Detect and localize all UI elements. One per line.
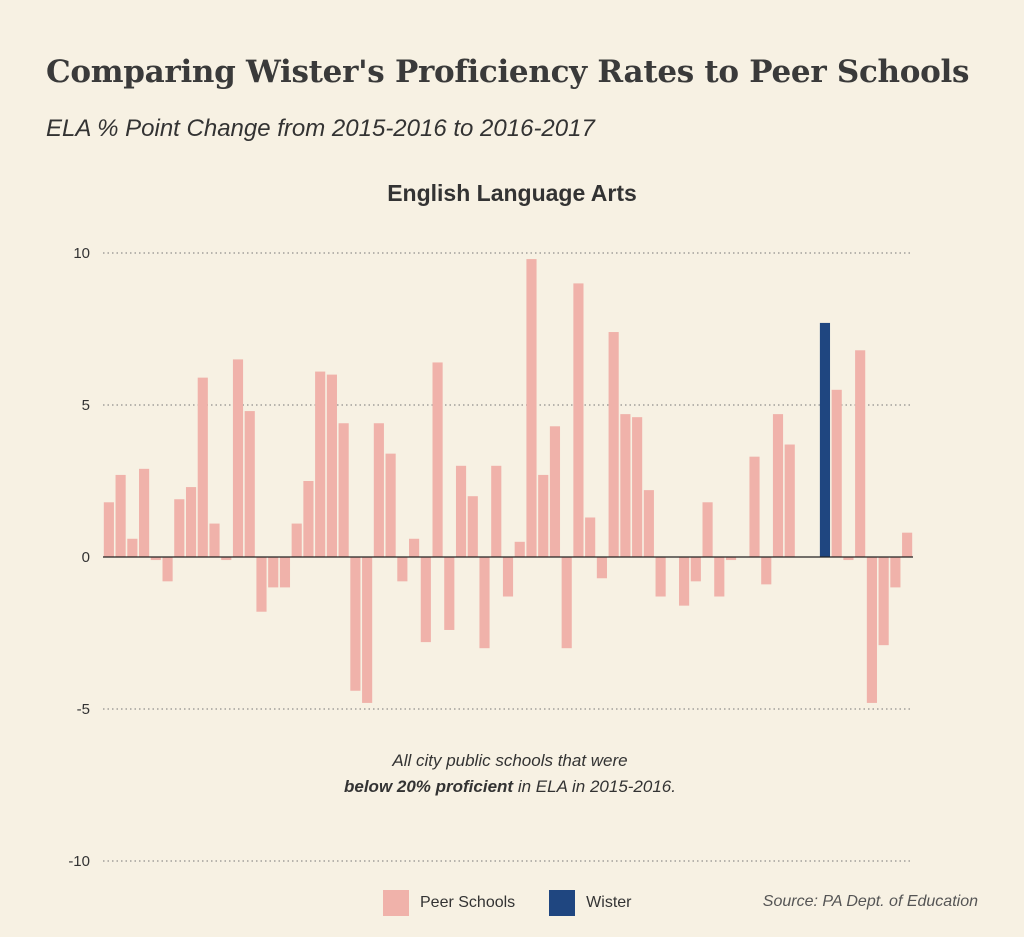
- legend-swatch-wister: [549, 890, 576, 916]
- legend-label-wister: Wister: [586, 894, 632, 911]
- bar-peer-school: [772, 414, 784, 557]
- bar-peer-school: [714, 557, 725, 597]
- bar-peer-school: [420, 557, 431, 643]
- bar-peer-school: [526, 259, 537, 557]
- bars: [103, 259, 913, 703]
- bar-peer-school: [549, 426, 561, 557]
- source-credit: Source: PA Dept. of Education: [762, 893, 978, 910]
- bar-peer-school: [185, 487, 197, 557]
- bar-peer-school: [338, 423, 349, 557]
- bar-peer-school: [784, 444, 795, 557]
- bar-peer-school: [843, 557, 854, 561]
- bar-peer-school: [385, 453, 396, 557]
- bar-peer-school: [596, 557, 607, 579]
- y-tick-label: 0: [82, 549, 90, 566]
- chart-title: English Language Arts: [387, 180, 637, 206]
- bar-peer-school: [690, 557, 701, 582]
- bar-peer-school: [409, 538, 420, 557]
- bar-peer-school: [444, 557, 455, 630]
- bar-wister: [819, 322, 831, 557]
- bar-peer-school: [291, 523, 302, 557]
- bar-peer-school: [655, 557, 666, 597]
- annotation-rest: in ELA in 2015-2016.: [513, 777, 676, 796]
- y-tick-label: -5: [77, 701, 90, 718]
- bar-peer-school: [232, 359, 244, 557]
- y-tick-label: 5: [82, 397, 90, 414]
- bar-peer-school: [866, 557, 877, 703]
- bar-peer-school: [397, 557, 408, 582]
- y-tick-label: -10: [68, 853, 90, 870]
- bar-peer-school: [174, 499, 185, 557]
- bar-peer-school: [749, 456, 760, 557]
- bar-peer-school: [702, 502, 713, 557]
- bar-peer-school: [573, 283, 584, 557]
- bar-peer-school: [139, 468, 150, 557]
- page-subtitle: ELA % Point Change from 2015-2016 to 201…: [46, 115, 595, 142]
- bar-peer-school: [878, 557, 889, 646]
- y-tick-label: 10: [73, 245, 90, 262]
- bar-peer-school: [643, 490, 654, 557]
- bar-peer-school: [103, 502, 114, 557]
- bar-peer-school: [268, 557, 279, 588]
- bar-peer-school: [326, 374, 337, 557]
- legend-item-peer: Peer Schools: [383, 890, 515, 916]
- bar-peer-school: [561, 557, 572, 649]
- bar-peer-school: [150, 557, 161, 561]
- bar-peer-school: [514, 541, 525, 557]
- page-title: Comparing Wister's Proficiency Rates to …: [46, 54, 970, 90]
- bar-peer-school: [373, 423, 384, 557]
- bar-peer-school: [455, 465, 467, 557]
- bar-peer-school: [538, 474, 549, 557]
- bar-peer-school: [115, 474, 126, 557]
- annotation-line-1: All city public schools that were: [392, 751, 628, 770]
- bar-peer-school: [209, 523, 220, 557]
- annotation-bold: below 20% proficient: [344, 777, 514, 796]
- bar-peer-school: [279, 557, 291, 588]
- bar-peer-school: [725, 557, 737, 561]
- chart-annotation: All city public schools that were below …: [270, 748, 750, 800]
- bar-peer-school: [256, 557, 267, 612]
- bar-peer-school: [585, 517, 596, 557]
- legend: Peer Schools Wister: [383, 890, 666, 916]
- legend-item-wister: Wister: [549, 890, 632, 916]
- bar-peer-school: [350, 557, 361, 691]
- legend-swatch-peer: [383, 890, 409, 916]
- bar-peer-school: [315, 371, 326, 557]
- bar-peer-school: [432, 362, 443, 557]
- axis: 10 5 0 -5 -10: [68, 245, 913, 870]
- bar-peer-school: [608, 332, 619, 557]
- bar-peer-school: [855, 350, 866, 557]
- bar-peer-school: [479, 557, 490, 649]
- bar-peer-school: [362, 557, 373, 703]
- bar-peer-school: [303, 481, 314, 557]
- bar-peer-school: [162, 557, 173, 582]
- bar-peer-school: [620, 414, 631, 557]
- bar-peer-school: [127, 538, 138, 557]
- bar-peer-school: [467, 496, 478, 557]
- bar-peer-school: [491, 465, 502, 557]
- bar-peer-school: [221, 557, 232, 561]
- bar-peer-school: [831, 389, 842, 557]
- bar-peer-school: [244, 411, 255, 557]
- bar-peer-school: [902, 532, 913, 557]
- bar-peer-school: [761, 557, 772, 585]
- bar-peer-school: [197, 377, 208, 557]
- bar-peer-school: [679, 557, 690, 606]
- bar-peer-school: [502, 557, 514, 597]
- bar-peer-school: [632, 417, 643, 557]
- legend-label-peer: Peer Schools: [420, 894, 516, 911]
- bar-peer-school: [890, 557, 901, 588]
